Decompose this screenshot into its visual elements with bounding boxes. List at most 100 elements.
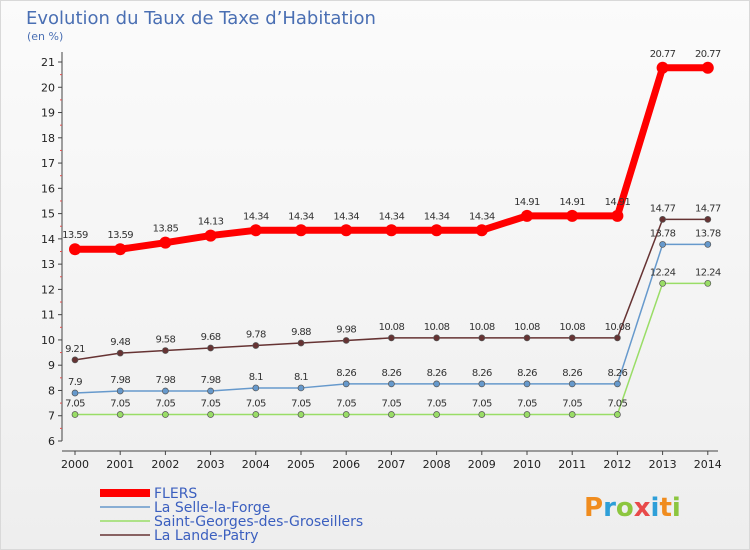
data-point: [521, 209, 533, 222]
data-point: [523, 334, 531, 342]
y-tick-label: 10: [41, 334, 55, 347]
data-point: [388, 334, 395, 342]
data-point: [433, 411, 440, 418]
data-label: 10.08: [514, 322, 540, 333]
data-point: [614, 334, 621, 342]
data-point: [568, 334, 576, 342]
y-tick-label: 12: [41, 283, 55, 296]
logo-text: Proxiti: [584, 493, 681, 523]
data-label: 13.85: [153, 224, 179, 235]
data-label: 7.98: [155, 375, 175, 386]
logo-letter: i: [672, 493, 681, 523]
data-point: [162, 411, 169, 418]
data-point: [478, 411, 486, 418]
data-label: 14.13: [198, 217, 224, 228]
y-tick-label: 14: [41, 233, 55, 246]
data-label: 7.05: [381, 398, 401, 409]
data-label: 14.77: [650, 203, 676, 214]
data-label: 8.26: [381, 368, 401, 379]
data-point: [614, 411, 621, 418]
data-label: 7.05: [517, 398, 537, 409]
data-label: 14.34: [333, 211, 359, 222]
series-layer: [69, 61, 714, 418]
logo-letter: x: [634, 493, 651, 523]
data-label: 14.77: [695, 203, 721, 214]
data-label: 10.08: [605, 322, 631, 333]
data-point: [297, 339, 305, 347]
data-label: 9.78: [246, 329, 266, 340]
data-point: [704, 216, 712, 223]
x-tick-label: 2001: [106, 458, 134, 471]
data-point: [204, 229, 217, 242]
data-point: [342, 337, 350, 344]
data-point: [704, 279, 712, 287]
data-point: [478, 334, 486, 342]
data-label: 14.91: [514, 197, 540, 208]
data-point: [297, 384, 305, 392]
logo-letter: o: [616, 493, 634, 523]
x-tick-label: 2014: [694, 458, 722, 471]
x-tick-label: 2009: [468, 458, 496, 471]
legend-label: La Selle-la-Forge: [154, 500, 270, 516]
data-label: 8.1: [294, 372, 308, 383]
data-label: 9.58: [155, 335, 175, 346]
y-tick-label: 6: [48, 435, 55, 448]
data-point: [566, 209, 579, 222]
x-tick-label: 2006: [332, 458, 360, 471]
data-point: [207, 387, 214, 395]
data-label: 13.78: [695, 228, 721, 239]
data-label: 7.05: [562, 398, 582, 409]
logo-letter: i: [651, 493, 660, 523]
data-label: 7.98: [110, 375, 130, 386]
y-tick-label: 8: [48, 384, 55, 397]
data-label: 7.05: [65, 398, 85, 409]
data-label: 7.9: [68, 377, 82, 388]
data-label: 10.08: [559, 322, 585, 333]
data-label: 7.05: [246, 398, 266, 409]
data-label: 14.91: [559, 197, 585, 208]
data-point: [162, 387, 169, 395]
data-point: [207, 344, 214, 352]
data-label: 9.68: [201, 332, 221, 343]
x-tick-label: 2002: [151, 458, 179, 471]
data-label: 8.26: [427, 368, 447, 379]
data-point: [69, 243, 81, 256]
data-point: [71, 389, 79, 397]
data-point: [523, 380, 531, 388]
logo-letter: t: [659, 493, 671, 523]
data-point: [433, 380, 440, 388]
proxiti-logo: Proxiti: [584, 493, 681, 523]
data-labels-layer: 7.05 7.05 7.05 7.05 7.05 7.05 7.05 7.05 7.05 7.05…: [62, 49, 721, 410]
data-label: 14.34: [243, 211, 269, 222]
data-point: [159, 236, 172, 249]
data-point: [342, 411, 350, 418]
y-tick-label: 11: [41, 309, 55, 322]
data-label: 12.24: [650, 267, 676, 278]
y-tick-label: 20: [41, 81, 55, 94]
data-point: [385, 224, 398, 237]
data-point: [116, 411, 124, 418]
data-point: [252, 342, 260, 349]
data-point: [252, 384, 260, 392]
data-label: 10.08: [424, 322, 450, 333]
axes: 6 7 8 9 10 11 12 13 14 15 16 17 18 19 20 21 2000 2001 2002…: [41, 52, 722, 471]
data-point: [475, 224, 488, 237]
data-label: 7.05: [201, 398, 221, 409]
data-label: 14.34: [469, 211, 495, 222]
data-point: [388, 380, 395, 388]
data-label: 7.05: [110, 398, 130, 409]
data-point: [297, 411, 305, 418]
data-point: [701, 61, 714, 74]
data-label: 14.91: [605, 197, 631, 208]
data-label: 9.21: [65, 344, 85, 355]
data-point: [114, 243, 127, 256]
data-label: 7.05: [336, 398, 356, 409]
data-point: [433, 334, 440, 342]
data-label: 10.08: [469, 322, 495, 333]
x-tick-label: 2008: [423, 458, 451, 471]
data-label: 13.59: [62, 230, 88, 241]
data-label: 14.34: [424, 211, 450, 222]
x-tick-label: 2012: [603, 458, 631, 471]
